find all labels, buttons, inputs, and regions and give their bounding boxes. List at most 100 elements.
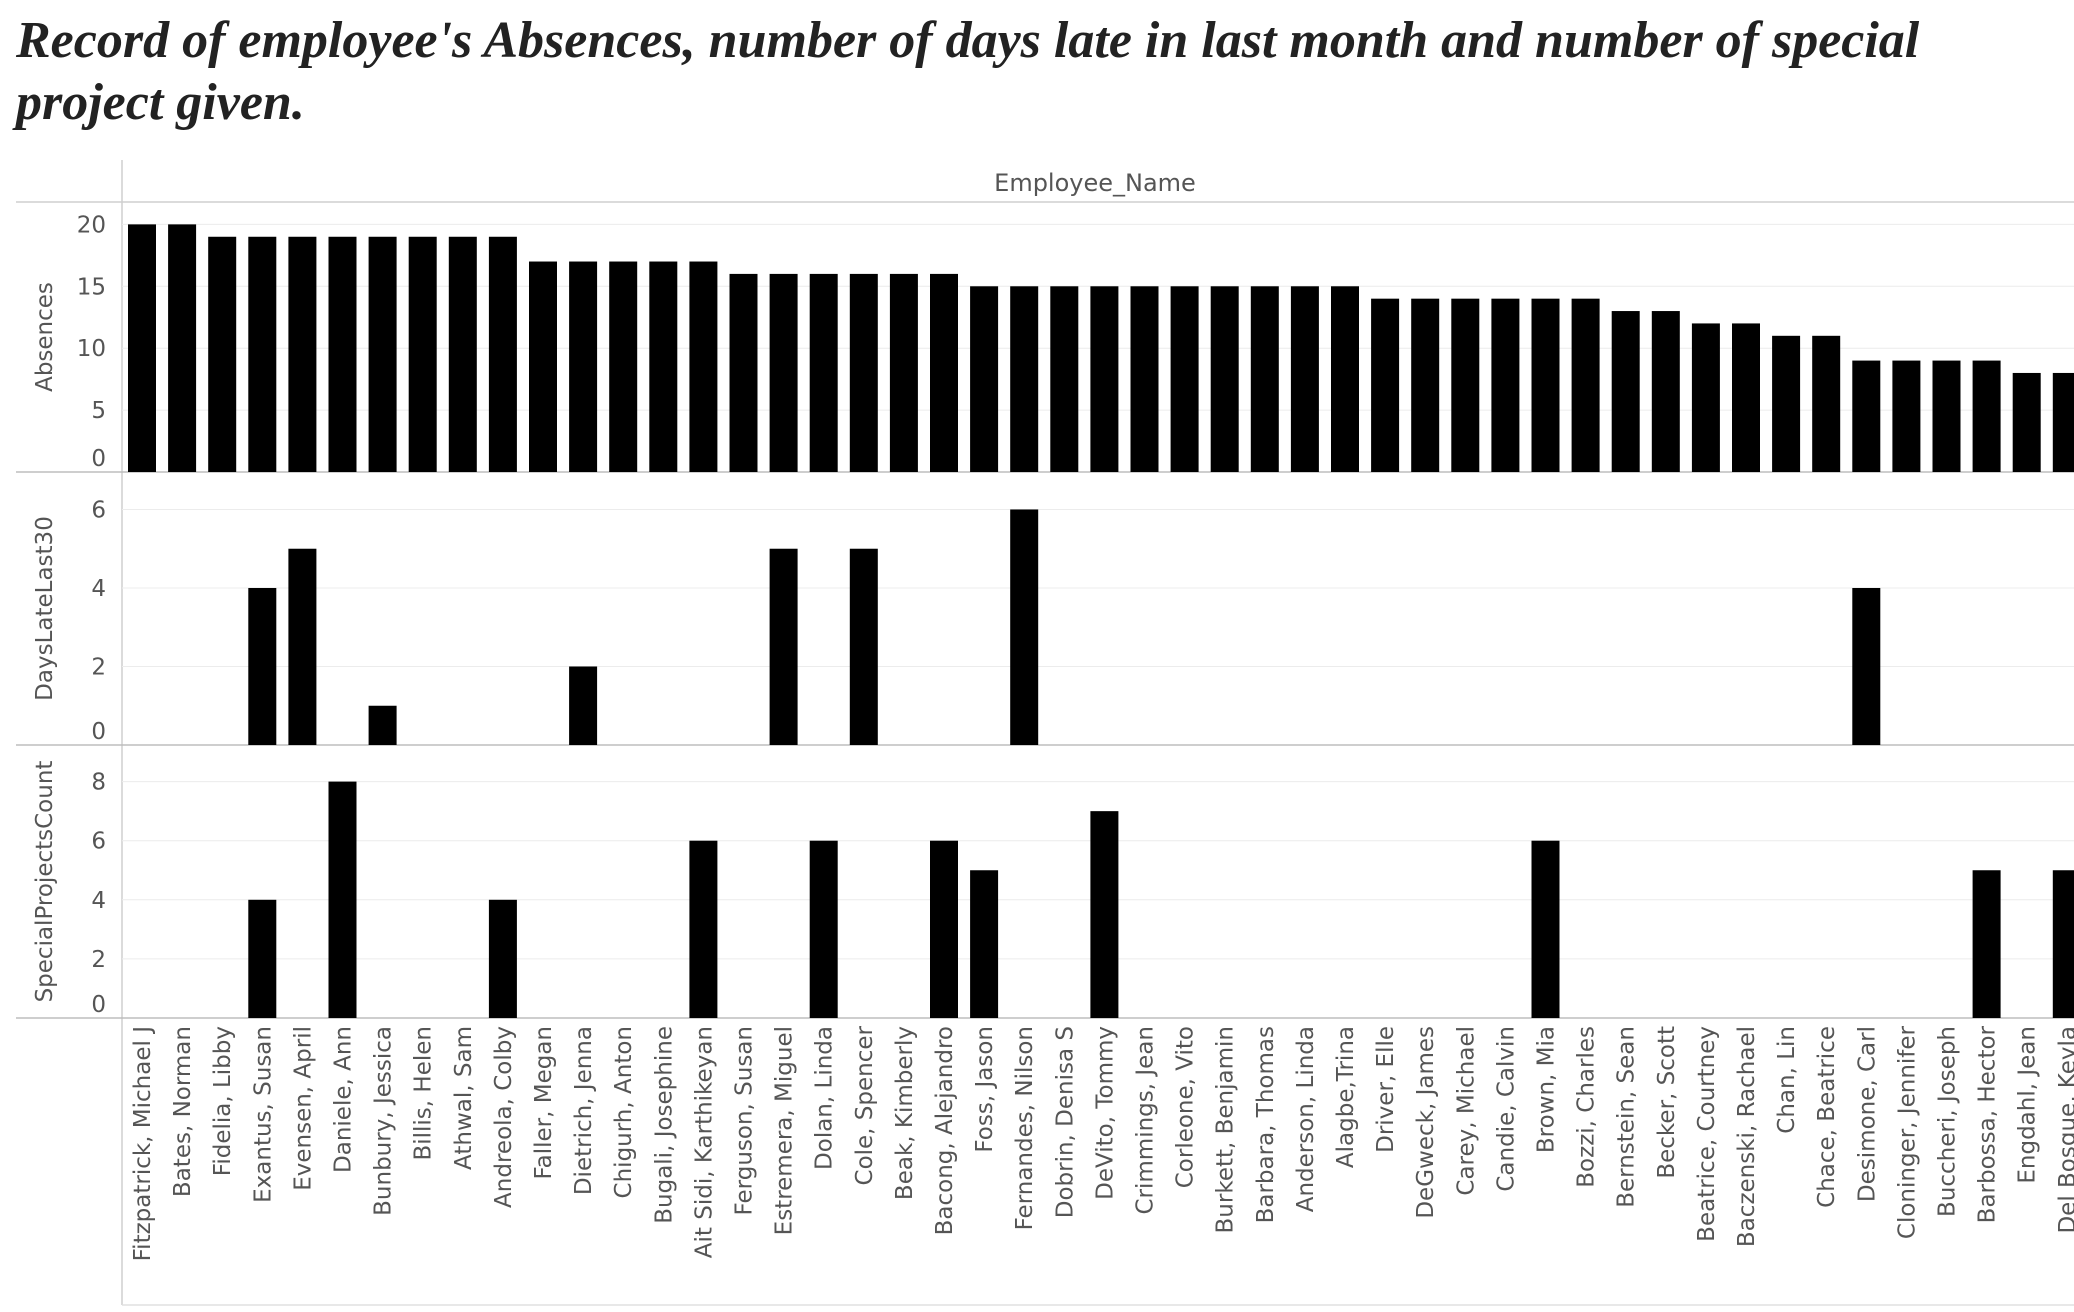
bar[interactable]: Del Bosque, Keyla: 5 [2052,870,2074,1018]
bar[interactable]: DeVito, Tommy: 7 [1090,811,1119,1018]
bar[interactable]: Desimone, Carl: 9 [1852,360,1881,472]
x-tick-label: Alagbe,Trina [1333,1026,1359,1168]
y-tick-label: 10 [77,336,106,362]
bar[interactable]: Driver, Elle: 14 [1371,298,1400,472]
bar[interactable]: Burkett, Benjamin: 15 [1210,286,1239,472]
y-tick-label: 6 [91,497,106,523]
bar[interactable]: Exantus, Susan: 4 [248,587,277,745]
bar[interactable]: Cole, Spencer: 5 [849,548,878,745]
bar[interactable]: DeGweck, James: 14 [1411,298,1440,472]
bar[interactable]: Carey, Michael: 14 [1451,298,1480,472]
bar[interactable]: Athwal, Sam: 19 [448,236,477,472]
bar[interactable]: Buccheri, Joseph: 9 [1932,360,1961,472]
y-tick-label: 6 [91,829,106,855]
bar[interactable]: Foss, Jason: 15 [970,286,999,472]
y-tick-label: 4 [91,888,106,914]
bar[interactable]: Fernandes, Nilson: 15 [1010,286,1039,472]
x-tick-label: Bacong, Alejandro [932,1026,958,1235]
bar[interactable]: Bates, Norman: 20 [168,224,197,472]
bar[interactable]: Bacong, Alejandro: 6 [930,840,958,1018]
bar[interactable]: Crimmings, Jean: 15 [1130,286,1159,472]
x-tick-label: Daniele, Ann [331,1026,357,1173]
bar[interactable]: Brown, Mia: 14 [1531,298,1560,472]
bar[interactable]: Faller, Megan: 17 [529,261,557,472]
bar[interactable]: Bernstein, Sean: 13 [1611,311,1640,472]
bar[interactable]: Andreola, Colby: 4 [488,899,517,1018]
bar[interactable]: Barbara, Thomas: 15 [1250,286,1279,472]
x-tick-label: Crimmings, Jean [1133,1026,1159,1215]
bar[interactable]: Dietrich, Jenna: 2 [569,666,598,745]
bar[interactable]: Daniele, Ann: 19 [328,236,357,472]
bar[interactable]: Del Bosque, Keyla: 8 [2052,372,2074,472]
x-tick-label: Ait Sidi, Karthikeyan [691,1026,717,1258]
bar[interactable]: Estremera, Miguel: 16 [769,273,798,472]
bar[interactable]: Foss, Jason: 5 [970,870,999,1018]
bar[interactable]: Billis, Helen: 19 [408,236,437,472]
bar[interactable]: Dolan, Linda: 6 [809,840,838,1018]
x-tick-label: Cloninger, Jennifer [1894,1025,1920,1239]
bar[interactable]: Fidelia, Libby: 19 [208,236,237,472]
bar[interactable]: Evensen, April: 5 [288,548,317,745]
bar[interactable]: Brown, Mia: 6 [1531,840,1560,1018]
bar[interactable]: Desimone, Carl: 4 [1852,587,1881,745]
bar[interactable]: Estremera, Miguel: 5 [769,548,798,745]
bar[interactable]: Beatrice, Courtney: 12 [1691,323,1720,472]
x-tick-label: Baczenski, Rachael [1734,1026,1760,1247]
y-tick-label: 0 [91,719,106,745]
bar[interactable]: Dietrich, Jenna: 17 [569,261,598,472]
bar[interactable]: Bozzi, Charles: 14 [1571,298,1600,472]
bar[interactable]: DeVito, Tommy: 15 [1090,286,1119,472]
bar[interactable]: Exantus, Susan: 19 [248,236,277,472]
x-tick-label: Beak, Kimberly [892,1026,918,1200]
bar[interactable]: Daniele, Ann: 8 [328,781,357,1018]
x-tick-label: Chan, Lin [1774,1026,1800,1134]
bar[interactable]: Cole, Spencer: 16 [849,273,878,472]
x-tick-label: Engdahl, Jean [2015,1026,2041,1184]
bar[interactable]: Chigurh, Anton: 17 [609,261,638,472]
x-tick-label: Bugali, Josephine [651,1026,677,1224]
bar[interactable]: Baczenski, Rachael: 12 [1732,323,1760,472]
bar[interactable]: Barbossa, Hector: 9 [1972,360,2001,472]
bar[interactable]: Fernandes, Nilson: 6 [1010,509,1039,745]
bar[interactable]: Corleone, Vito: 15 [1170,286,1199,472]
bar[interactable]: Bunbury, Jessica: 19 [368,236,397,472]
x-tick-label: Cole, Spencer [852,1025,878,1185]
bar[interactable]: Dolan, Linda: 16 [809,273,838,472]
bar[interactable]: Ait Sidi, Karthikeyan: 17 [689,261,718,472]
bar[interactable]: Barbossa, Hector: 5 [1972,870,2001,1018]
bar[interactable]: Ait Sidi, Karthikeyan: 6 [689,840,718,1018]
x-tick-label: Anderson, Linda [1293,1026,1319,1212]
bar[interactable]: Andreola, Colby: 19 [488,236,517,472]
x-tick-label: Chigurh, Anton [611,1026,637,1198]
bar[interactable]: Fitzpatrick, Michael J: 20 [128,224,156,472]
bar[interactable]: Alagbe,Trina: 15 [1331,286,1359,472]
x-tick-label: Bozzi, Charles [1574,1026,1600,1188]
x-tick-label: Bates, Norman [170,1026,196,1197]
bar[interactable]: Engdahl, Jean: 8 [2012,372,2041,472]
bar[interactable]: Candie, Calvin: 14 [1491,298,1520,472]
x-tick-label: Bernstein, Sean [1614,1026,1640,1208]
x-tick-label: Fernandes, Nilson [1012,1026,1038,1230]
x-tick-label: Dietrich, Jenna [571,1026,597,1195]
y-tick-label: 2 [91,947,106,973]
bar[interactable]: Bunbury, Jessica: 1 [368,705,397,745]
bar[interactable]: Cloninger, Jennifer: 9 [1892,360,1921,472]
bar[interactable]: Chan, Lin: 11 [1772,335,1801,472]
bar[interactable]: Beak, Kimberly: 16 [889,273,918,472]
x-tick-label: Driver, Elle [1373,1026,1399,1153]
bar[interactable]: Exantus, Susan: 4 [248,899,277,1018]
x-tick-label: Buccheri, Joseph [1935,1026,1961,1217]
y-tick-label: 2 [91,654,106,680]
bar[interactable]: Anderson, Linda: 15 [1290,286,1319,472]
x-tick-label: Faller, Megan [531,1026,557,1180]
bar[interactable]: Bugali, Josephine: 17 [649,261,678,472]
bar[interactable]: Evensen, April: 19 [288,236,317,472]
bar[interactable]: Dobrin, Denisa S: 15 [1050,286,1079,472]
x-tick-label: Burkett, Benjamin [1213,1026,1239,1233]
bar[interactable]: Ferguson, Susan: 16 [729,273,758,472]
bar[interactable]: Bacong, Alejandro: 16 [930,273,958,472]
bar[interactable]: Chace, Beatrice: 11 [1812,335,1841,472]
bar[interactable]: Becker, Scott: 13 [1651,311,1680,472]
x-tick-label: DeVito, Tommy [1092,1026,1118,1200]
x-tick-label: Dolan, Linda [812,1026,838,1170]
